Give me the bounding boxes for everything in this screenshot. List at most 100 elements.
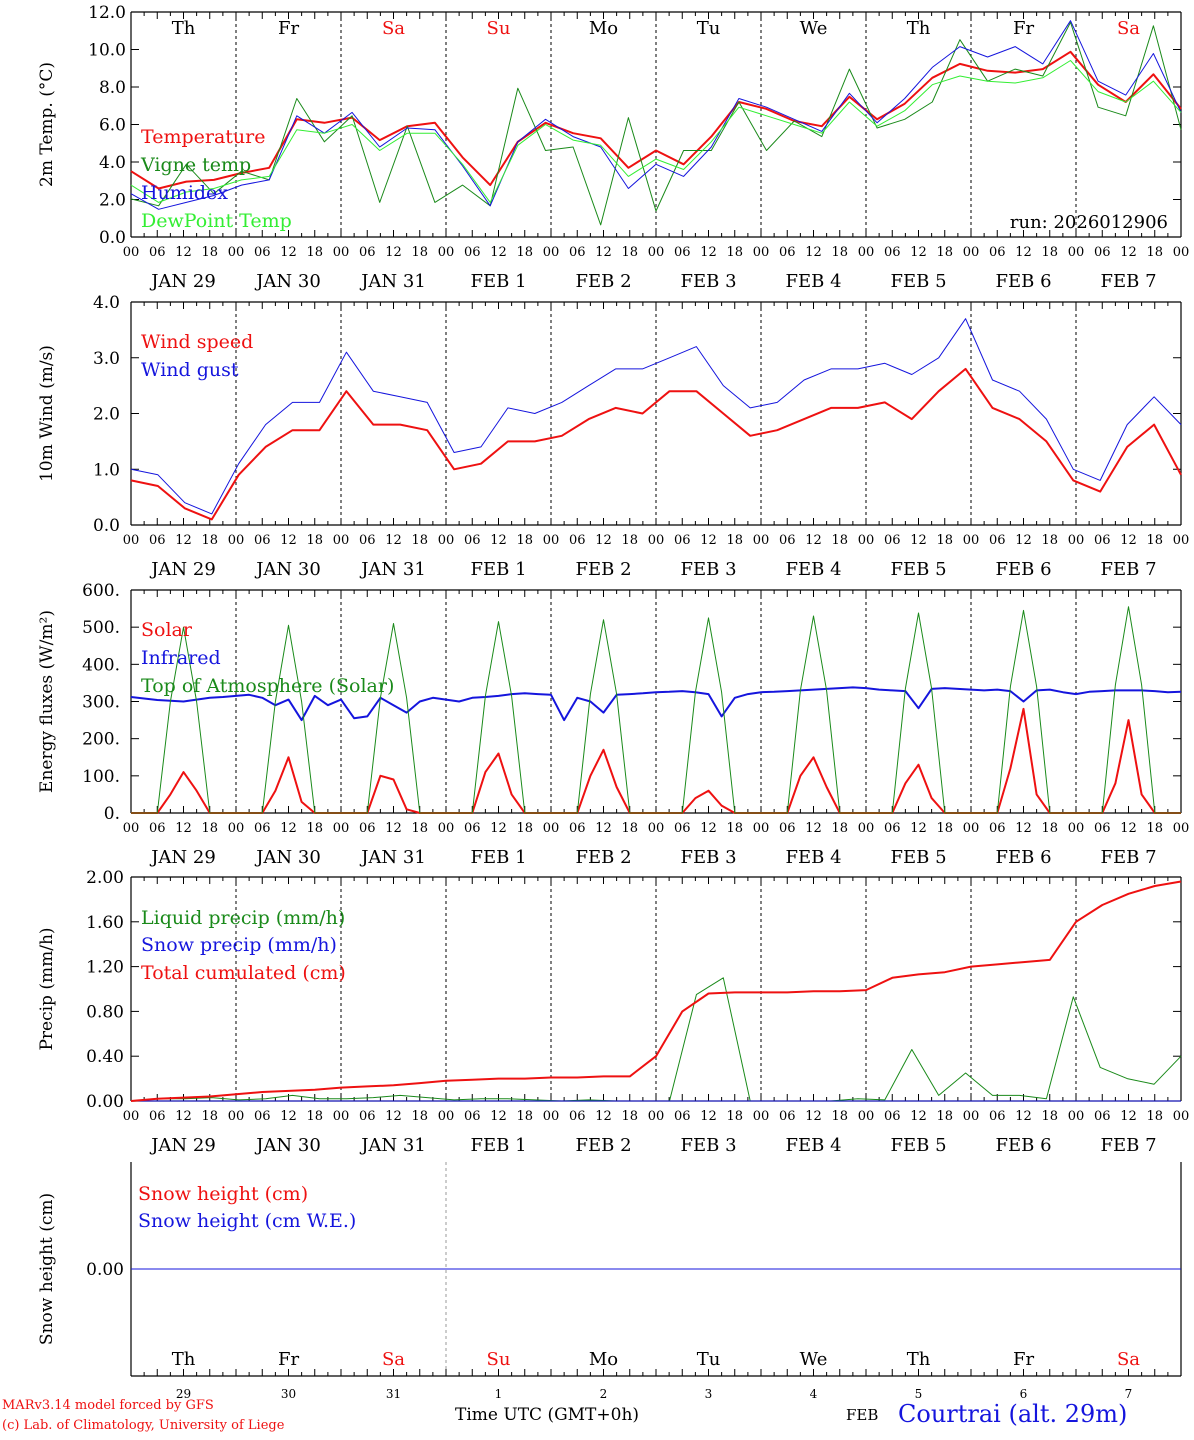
weekday-label: Tu — [697, 18, 721, 39]
hour-tick-label: 06 — [674, 821, 691, 836]
day-number: 3 — [705, 1387, 713, 1401]
y-tick-label: 300. — [82, 693, 120, 713]
hour-tick-label: 12 — [700, 533, 717, 548]
hour-tick-label: 00 — [963, 245, 980, 260]
weekday-label: Su — [487, 18, 511, 39]
hour-tick-label: 00 — [963, 821, 980, 836]
date-label: FEB 6 — [995, 847, 1051, 868]
hour-tick-label: 12 — [700, 245, 717, 260]
hour-tick-label: 06 — [1094, 1109, 1111, 1124]
hour-tick-label: 18 — [936, 821, 953, 836]
date-label: FEB 5 — [890, 847, 946, 868]
date-label: FEB 4 — [785, 559, 841, 580]
hour-tick-label: 12 — [175, 245, 192, 260]
date-label: FEB 1 — [470, 847, 526, 868]
legend-entry: Solar — [141, 619, 193, 641]
day-number: 6 — [1020, 1387, 1028, 1401]
legend-entry: Temperature — [141, 126, 265, 148]
date-label: FEB 7 — [1100, 847, 1156, 868]
hour-tick-label: 06 — [149, 533, 166, 548]
hour-tick-label: 12 — [175, 821, 192, 836]
hour-tick-label: 18 — [1146, 1109, 1163, 1124]
date-label: JAN 31 — [359, 271, 426, 292]
weekday-label: Th — [907, 18, 931, 39]
y-tick-label: 2.00 — [86, 868, 124, 888]
y-tick-label: 600. — [82, 581, 120, 601]
hour-tick-label: 06 — [254, 533, 271, 548]
hour-tick-label: 00 — [648, 245, 665, 260]
hour-tick-label: 00 — [438, 1109, 455, 1124]
date-label: JAN 31 — [359, 559, 426, 580]
hour-tick-label: 12 — [700, 1109, 717, 1124]
hour-tick-label: 12 — [595, 1109, 612, 1124]
legend-entry: Wind gust — [141, 359, 239, 381]
weekday-label: Fr — [278, 1349, 299, 1370]
hour-tick-label: 18 — [1146, 821, 1163, 836]
weekday-label: Sa — [382, 18, 405, 39]
hour-tick-label: 06 — [149, 821, 166, 836]
hour-tick-label: 00 — [1068, 245, 1085, 260]
day-number: 7 — [1125, 1387, 1133, 1401]
legend-entry: Top of Atmosphere (Solar) — [141, 675, 394, 697]
hour-tick-label: 06 — [779, 1109, 796, 1124]
weekday-label: Th — [172, 1349, 196, 1370]
hour-tick-label: 06 — [464, 533, 481, 548]
hour-tick-label: 18 — [411, 533, 428, 548]
hour-tick-label: 18 — [1041, 533, 1058, 548]
hour-tick-label: 18 — [726, 245, 743, 260]
hour-tick-label: 00 — [963, 533, 980, 548]
date-label: FEB 2 — [575, 559, 631, 580]
hour-tick-label: 06 — [359, 1109, 376, 1124]
hour-tick-label: 12 — [490, 821, 507, 836]
hour-tick-label: 12 — [805, 1109, 822, 1124]
hour-tick-label: 18 — [936, 533, 953, 548]
hour-tick-label: 00 — [438, 533, 455, 548]
y-tick-label: 0.0 — [99, 228, 126, 248]
hour-tick-label: 00 — [858, 533, 875, 548]
hour-tick-label: 12 — [1120, 533, 1137, 548]
date-label: FEB 5 — [890, 271, 946, 292]
date-label: FEB 5 — [890, 1135, 946, 1156]
y-tick-label: 0. — [104, 804, 120, 824]
hour-tick-label: 18 — [936, 245, 953, 260]
weekday-label: Fr — [278, 18, 299, 39]
hour-tick-label: 12 — [280, 245, 297, 260]
y-tick-label: 100. — [82, 767, 120, 787]
y-axis-label: 10m Wind (m/s) — [37, 345, 57, 482]
hour-tick-label: 00 — [1068, 821, 1085, 836]
date-label: FEB 4 — [785, 271, 841, 292]
hour-tick-label: 00 — [1068, 533, 1085, 548]
legend-entry: Total cumulated (cm) — [141, 962, 346, 984]
hour-tick-label: 06 — [149, 1109, 166, 1124]
y-tick-label: 200. — [82, 730, 120, 750]
hour-tick-label: 12 — [595, 821, 612, 836]
day-number: 4 — [810, 1387, 818, 1401]
hour-tick-label: 06 — [359, 821, 376, 836]
y-tick-label: 2.0 — [99, 191, 126, 211]
date-label: FEB 7 — [1100, 1135, 1156, 1156]
hour-tick-label: 00 — [648, 821, 665, 836]
panel-3: 0. 100. 200. 300. 400. 500. 600. Energy fluxes … — [37, 581, 1189, 868]
hour-tick-label: 12 — [910, 1109, 927, 1124]
time-axis-title: Time UTC (GMT+0h) — [455, 1405, 640, 1425]
day-number: 31 — [386, 1387, 401, 1401]
hour-tick-label: 12 — [805, 533, 822, 548]
hour-tick-label: 18 — [306, 821, 323, 836]
hour-tick-label: 12 — [175, 533, 192, 548]
date-label: FEB 2 — [575, 1135, 631, 1156]
y-tick-label: 0.80 — [86, 1002, 124, 1022]
day-number: 5 — [915, 1387, 923, 1401]
date-label: JAN 30 — [254, 1135, 321, 1156]
hour-tick-label: 18 — [516, 533, 533, 548]
hour-tick-label: 00 — [963, 1109, 980, 1124]
date-label: FEB 3 — [680, 271, 736, 292]
hour-tick-label: 00 — [333, 245, 350, 260]
hour-tick-label: 12 — [385, 821, 402, 836]
hour-tick-label: 06 — [884, 245, 901, 260]
series-line-infrared — [130, 686, 1182, 722]
weekday-label: We — [800, 1349, 828, 1370]
hour-tick-label: 06 — [254, 821, 271, 836]
series-line-dewpoint-temp — [130, 60, 1182, 203]
weekday-label: Mo — [589, 1349, 618, 1370]
panel-5: 0.00 Snow height (cm) 29 30 31 1 2 3 4 5 6 7 Th Fr Sa S… — [37, 1162, 1182, 1401]
